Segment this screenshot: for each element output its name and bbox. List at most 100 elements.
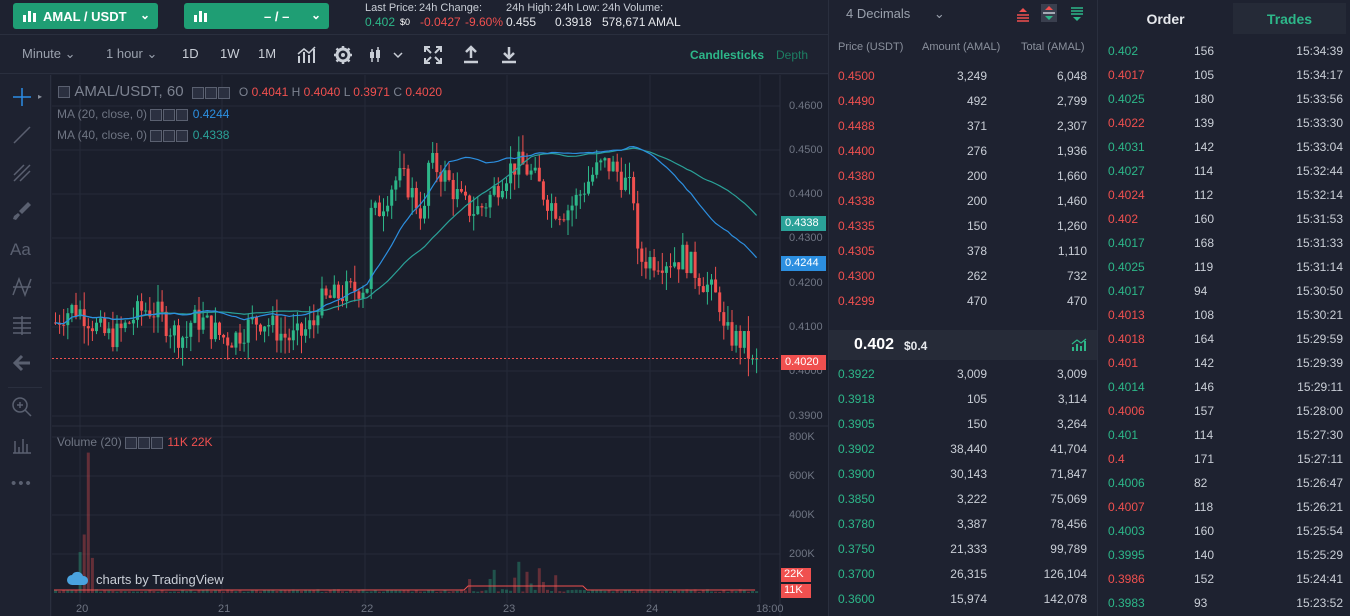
interval-1m-button[interactable]: 1M xyxy=(258,46,277,61)
ask-row[interactable]: 0.4305 378 1,110 xyxy=(829,238,1097,263)
settings-icon[interactable] xyxy=(163,108,176,121)
upload-icon[interactable] xyxy=(460,44,482,66)
ask-price: 0.4500 xyxy=(838,69,875,83)
crosshair-icon[interactable] xyxy=(10,85,34,109)
bid-total: 78,456 xyxy=(1050,517,1087,531)
bid-row[interactable]: 0.3780 3,387 78,456 xyxy=(829,511,1097,536)
bid-row[interactable]: 0.3750 21,333 99,789 xyxy=(829,536,1097,561)
close-icon[interactable] xyxy=(151,436,164,449)
ask-row[interactable]: 0.4299 470 470 xyxy=(829,288,1097,313)
price-axis[interactable]: 0.4600 0.4500 0.4400 0.4300 0.4200 0.4100 0.40… xyxy=(781,75,828,616)
volume-bar xyxy=(86,452,90,593)
trade-amount: 112 xyxy=(1194,188,1214,202)
ask-row[interactable]: 0.4335 150 1,260 xyxy=(829,213,1097,238)
ask-row[interactable]: 0.4300 262 732 xyxy=(829,263,1097,288)
settings-icon[interactable] xyxy=(204,86,217,99)
candle-body xyxy=(681,244,685,270)
pair-selector-button[interactable]: AMAL / USDT ⌄ xyxy=(13,3,158,29)
ask-row[interactable]: 0.4400 276 1,936 xyxy=(829,138,1097,163)
asks-only-view-icon[interactable] xyxy=(1014,5,1032,23)
tradingview-watermark[interactable]: charts by TradingView xyxy=(66,571,224,587)
volume-bar xyxy=(418,591,422,593)
eye-icon[interactable] xyxy=(125,436,138,449)
pitchfork-icon[interactable] xyxy=(10,161,34,185)
volume-bar xyxy=(386,589,390,593)
decimals-dropdown[interactable]: 4 Decimals ⌄ xyxy=(846,6,945,22)
interval-minute-dropdown[interactable]: Minute ⌄ xyxy=(22,46,76,61)
pattern-icon[interactable] xyxy=(10,275,34,299)
settings-icon[interactable] xyxy=(163,129,176,142)
bid-row[interactable]: 0.3600 15,974 142,078 xyxy=(829,586,1097,611)
download-icon[interactable] xyxy=(498,44,520,66)
candle-body xyxy=(152,316,156,318)
ask-row[interactable]: 0.4488 371 2,307 xyxy=(829,113,1097,138)
bid-row[interactable]: 0.3922 3,009 3,009 xyxy=(829,361,1097,386)
measure-icon[interactable] xyxy=(10,433,34,457)
fib-retracement-icon[interactable] xyxy=(10,313,34,337)
bid-row[interactable]: 0.3850 3,222 75,069 xyxy=(829,486,1097,511)
trade-amount: 168 xyxy=(1194,236,1215,250)
expand-arrow-icon[interactable]: ▸ xyxy=(38,92,43,101)
collapse-legend-icon[interactable] xyxy=(58,86,70,99)
trade-amount: 139 xyxy=(1194,116,1215,130)
interval-1d-button[interactable]: 1D xyxy=(182,46,199,61)
tab-order[interactable]: Order xyxy=(1146,10,1185,27)
interval-hour-dropdown[interactable]: 1 hour ⌄ xyxy=(106,46,158,61)
candlesticks-tab[interactable]: Candlesticks xyxy=(690,48,765,62)
secondary-selector-button[interactable]: – / – ⌄ xyxy=(184,3,329,29)
volume-bar xyxy=(304,589,308,593)
ask-row[interactable]: 0.4338 200 1,460 xyxy=(829,188,1097,213)
volume-bar xyxy=(181,590,185,593)
bids-only-view-icon[interactable] xyxy=(1068,5,1086,23)
close-icon[interactable] xyxy=(217,86,230,99)
zoom-in-icon[interactable] xyxy=(10,395,34,419)
trade-time: 15:27:30 xyxy=(1296,428,1343,442)
eye-icon[interactable] xyxy=(191,86,204,99)
eye-icon[interactable] xyxy=(150,129,163,142)
bid-row[interactable]: 0.3902 38,440 41,704 xyxy=(829,436,1097,461)
volume-bar xyxy=(218,590,221,593)
chart-trend-icon[interactable] xyxy=(1071,338,1087,352)
volume-bar xyxy=(382,591,385,593)
volume-tick: 200K xyxy=(789,548,815,560)
candle-body xyxy=(127,322,131,324)
indicators-icon[interactable] xyxy=(296,44,318,66)
ask-amount: 492 xyxy=(966,94,987,108)
candle-body xyxy=(718,292,722,313)
bid-row[interactable]: 0.3700 26,315 126,104 xyxy=(829,561,1097,586)
more-tools-icon[interactable]: ••• xyxy=(11,475,33,492)
ask-row[interactable]: 0.4500 3,249 6,048 xyxy=(829,63,1097,88)
depth-tab[interactable]: Depth xyxy=(776,48,809,62)
bid-row[interactable]: 0.3918 105 3,114 xyxy=(829,386,1097,411)
volume-bar xyxy=(431,590,435,593)
settings-gear-icon[interactable] xyxy=(332,44,354,66)
settings-icon[interactable] xyxy=(138,436,151,449)
trend-line-icon[interactable] xyxy=(10,123,34,147)
eye-icon[interactable] xyxy=(150,108,163,121)
time-tick: 23 xyxy=(503,603,516,615)
candle-body xyxy=(492,186,496,195)
ask-row[interactable]: 0.4380 200 1,660 xyxy=(829,163,1097,188)
close-icon[interactable] xyxy=(176,108,189,121)
trade-amount: 157 xyxy=(1194,404,1215,418)
text-tool-icon[interactable]: Aa xyxy=(10,240,31,259)
bid-row[interactable]: 0.3900 30,143 71,847 xyxy=(829,461,1097,486)
brush-icon[interactable] xyxy=(10,199,34,223)
both-sides-view-icon[interactable] xyxy=(1040,3,1058,23)
volume-bar xyxy=(464,590,467,593)
ask-row[interactable]: 0.4490 492 2,799 xyxy=(829,88,1097,113)
arrow-left-icon[interactable] xyxy=(10,351,34,375)
tab-trades[interactable]: Trades xyxy=(1233,3,1346,34)
price-chart[interactable]: AMAL/USDT, 60 O 0.4041 H 0.4040 L 0.3971… xyxy=(52,75,828,616)
trade-price: 0.4018 xyxy=(1108,332,1145,346)
close-icon[interactable] xyxy=(176,129,189,142)
ask-total: 470 xyxy=(1066,294,1087,308)
candle-body xyxy=(369,207,373,289)
volume-bar xyxy=(168,591,172,593)
chart-type-dropdown-icon[interactable] xyxy=(368,44,406,66)
fullscreen-icon[interactable] xyxy=(422,44,444,66)
bid-row[interactable]: 0.3905 150 3,264 xyxy=(829,411,1097,436)
interval-1w-button[interactable]: 1W xyxy=(220,46,240,61)
bid-price: 0.3905 xyxy=(838,417,875,431)
time-axis[interactable]: 20 21 22 23 24 18:00 xyxy=(52,603,784,616)
